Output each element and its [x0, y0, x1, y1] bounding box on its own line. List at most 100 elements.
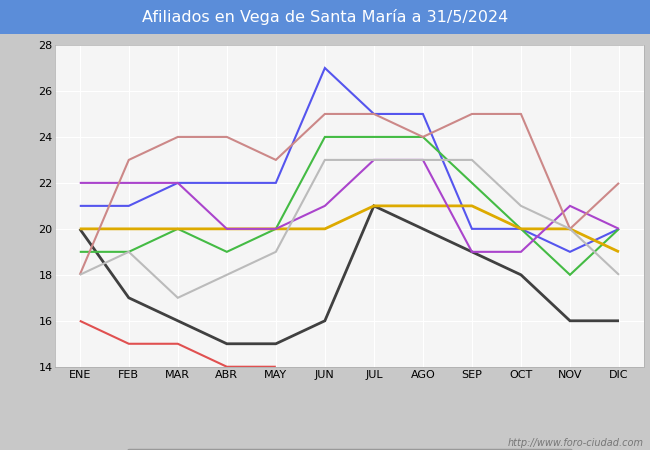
Line: 2022: 2022: [80, 68, 619, 252]
2022: [321, 65, 329, 71]
2022: [468, 226, 476, 232]
2020: [517, 226, 525, 232]
2020: [321, 226, 329, 232]
2019: [321, 203, 329, 209]
2021: [468, 180, 476, 185]
2021: [615, 226, 623, 232]
2018: [517, 111, 525, 117]
2020: [370, 203, 378, 209]
2018: [468, 111, 476, 117]
2021: [174, 226, 182, 232]
2022: [174, 180, 182, 185]
2023: [370, 203, 378, 209]
2024: [223, 364, 231, 369]
Line: 2018: 2018: [80, 114, 619, 275]
2021: [370, 134, 378, 140]
2023: [468, 249, 476, 255]
2020: [125, 226, 133, 232]
2018: [272, 157, 280, 162]
2024: [174, 341, 182, 346]
2019: [566, 203, 574, 209]
2021: [517, 226, 525, 232]
Text: Afiliados en Vega de Santa María a 31/5/2024: Afiliados en Vega de Santa María a 31/5/…: [142, 9, 508, 25]
2019: [76, 180, 84, 185]
2020: [566, 226, 574, 232]
2021: [223, 249, 231, 255]
2023: [223, 341, 231, 346]
2022: [370, 111, 378, 117]
2020: [615, 249, 623, 255]
Line: 2017: 2017: [80, 160, 619, 298]
2017: [517, 203, 525, 209]
2017: [125, 249, 133, 255]
2023: [125, 295, 133, 301]
2021: [272, 226, 280, 232]
2022: [223, 180, 231, 185]
2023: [566, 318, 574, 324]
2021: [125, 249, 133, 255]
2020: [272, 226, 280, 232]
2017: [370, 157, 378, 162]
2023: [419, 226, 427, 232]
2020: [76, 226, 84, 232]
2021: [321, 134, 329, 140]
2017: [174, 295, 182, 301]
2018: [125, 157, 133, 162]
2022: [517, 226, 525, 232]
2020: [468, 203, 476, 209]
2017: [419, 157, 427, 162]
2018: [321, 111, 329, 117]
2019: [517, 249, 525, 255]
2023: [272, 341, 280, 346]
2022: [615, 226, 623, 232]
2020: [419, 203, 427, 209]
2017: [272, 249, 280, 255]
Line: 2023: 2023: [80, 206, 619, 344]
2021: [76, 249, 84, 255]
2021: [566, 272, 574, 278]
2022: [125, 203, 133, 209]
2019: [272, 226, 280, 232]
2022: [76, 203, 84, 209]
2022: [272, 180, 280, 185]
Text: http://www.foro-ciudad.com: http://www.foro-ciudad.com: [508, 438, 644, 448]
2023: [517, 272, 525, 278]
2017: [566, 226, 574, 232]
2018: [223, 134, 231, 140]
2019: [370, 157, 378, 162]
2019: [615, 226, 623, 232]
2024: [272, 364, 280, 369]
2018: [419, 134, 427, 140]
2019: [125, 180, 133, 185]
2023: [615, 318, 623, 324]
2023: [174, 318, 182, 324]
2024: [76, 318, 84, 324]
2017: [223, 272, 231, 278]
2018: [76, 272, 84, 278]
2018: [566, 226, 574, 232]
2017: [76, 272, 84, 278]
2017: [615, 272, 623, 278]
Line: 2019: 2019: [80, 160, 619, 252]
2023: [321, 318, 329, 324]
2020: [174, 226, 182, 232]
2023: [76, 226, 84, 232]
2019: [174, 180, 182, 185]
2019: [468, 249, 476, 255]
2017: [468, 157, 476, 162]
2018: [615, 180, 623, 185]
2018: [174, 134, 182, 140]
2018: [370, 111, 378, 117]
2022: [566, 249, 574, 255]
Legend: 2024, 2023, 2022, 2021, 2020, 2019, 2018, 2017: 2024, 2023, 2022, 2021, 2020, 2019, 2018…: [127, 449, 572, 450]
2024: [125, 341, 133, 346]
2022: [419, 111, 427, 117]
Line: 2024: 2024: [80, 321, 276, 367]
2017: [321, 157, 329, 162]
2020: [223, 226, 231, 232]
2019: [419, 157, 427, 162]
2019: [223, 226, 231, 232]
2021: [419, 134, 427, 140]
Line: 2021: 2021: [80, 137, 619, 275]
Line: 2020: 2020: [80, 206, 619, 252]
